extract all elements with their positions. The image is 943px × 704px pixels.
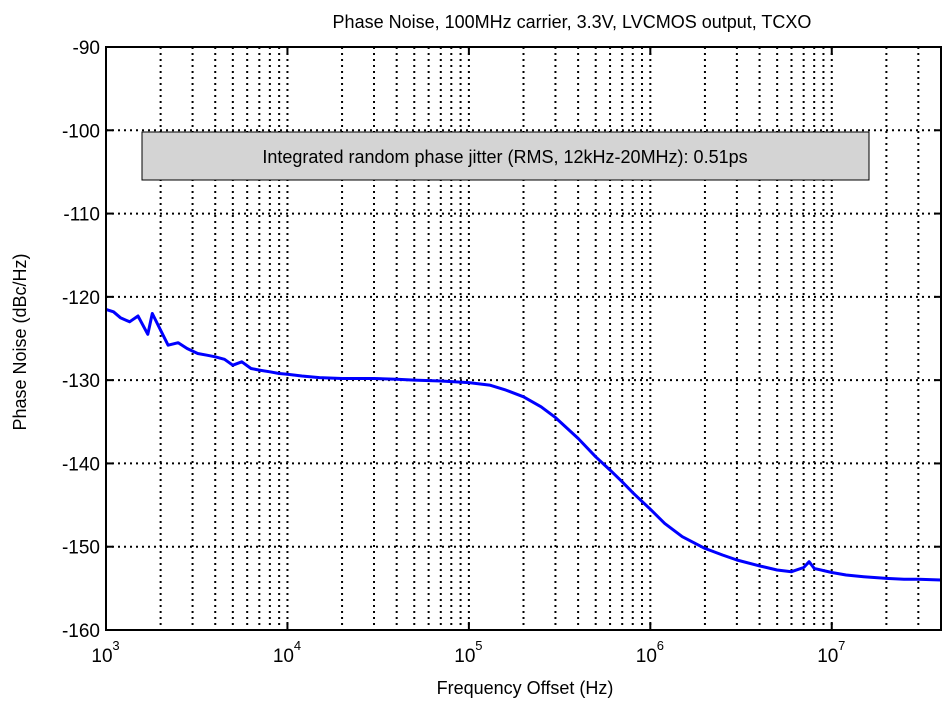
y-tick-label: -130 bbox=[62, 371, 100, 392]
x-tick-label: 106 bbox=[636, 638, 664, 667]
jitter-annotation: Integrated random phase jitter (RMS, 12k… bbox=[141, 131, 870, 181]
plot-frame bbox=[105, 46, 942, 631]
x-tick-label: 104 bbox=[273, 638, 301, 667]
y-axis-label: Phase Noise (dBc/Hz) bbox=[10, 253, 30, 430]
series-line-phase-noise bbox=[105, 307, 942, 582]
x-tick-label-exponent: 6 bbox=[657, 638, 664, 653]
x-tick-label: 107 bbox=[817, 638, 845, 667]
y-axis-ticks: -160 -150 -140 -130 -120 -110 -100 -90 bbox=[62, 38, 941, 642]
x-tick-label-base: 10 bbox=[636, 646, 657, 667]
y-tick-label: -160 bbox=[62, 621, 100, 642]
y-tick-label: -140 bbox=[62, 454, 100, 475]
chart-title: Phase Noise, 100MHz carrier, 3.3V, LVCMO… bbox=[333, 12, 812, 32]
x-tick-label: 105 bbox=[454, 638, 482, 667]
x-tick-label-base: 10 bbox=[273, 646, 294, 667]
x-tick-label-base: 10 bbox=[454, 646, 475, 667]
x-tick-label-exponent: 4 bbox=[294, 638, 301, 653]
x-tick-label-exponent: 7 bbox=[838, 638, 845, 653]
x-axis-label: Frequency Offset (Hz) bbox=[437, 678, 614, 698]
y-tick-label: -120 bbox=[62, 288, 100, 309]
y-tick-label: -100 bbox=[62, 121, 100, 142]
annotation-box bbox=[141, 131, 870, 181]
x-tick-label: 103 bbox=[91, 638, 119, 667]
y-tick-label: -150 bbox=[62, 538, 100, 559]
x-tick-label-exponent: 3 bbox=[112, 638, 119, 653]
x-tick-label-exponent: 5 bbox=[475, 638, 482, 653]
x-tick-label-base: 10 bbox=[817, 646, 838, 667]
y-tick-label: -90 bbox=[73, 38, 100, 59]
x-tick-label-base: 10 bbox=[91, 646, 112, 667]
annotation-text: Integrated random phase jitter (RMS, 12k… bbox=[262, 147, 747, 167]
y-tick-label: -110 bbox=[63, 205, 100, 226]
